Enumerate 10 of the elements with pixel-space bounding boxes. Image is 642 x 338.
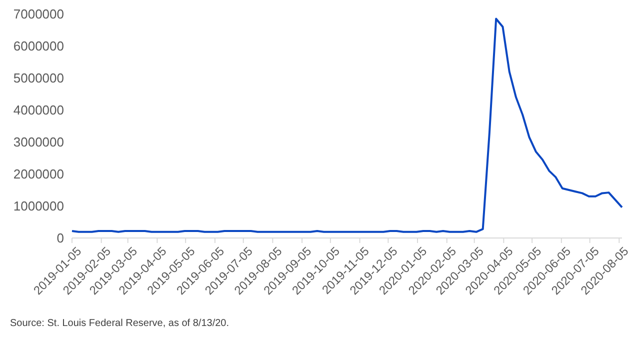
y-tick-label: 0: [56, 230, 64, 246]
y-tick-label: 1000000: [13, 198, 64, 214]
y-tick-label: 3000000: [13, 134, 64, 150]
line-series: [71, 18, 623, 233]
y-tick-label: 6000000: [13, 38, 64, 54]
y-tick-label: 4000000: [13, 102, 64, 118]
y-tick-label: 7000000: [13, 6, 64, 22]
source-note: Source: St. Louis Federal Reserve, as of 8/13/20.: [10, 318, 230, 329]
y-tick-label: 2000000: [13, 166, 64, 182]
y-tick-label: 5000000: [13, 70, 64, 86]
